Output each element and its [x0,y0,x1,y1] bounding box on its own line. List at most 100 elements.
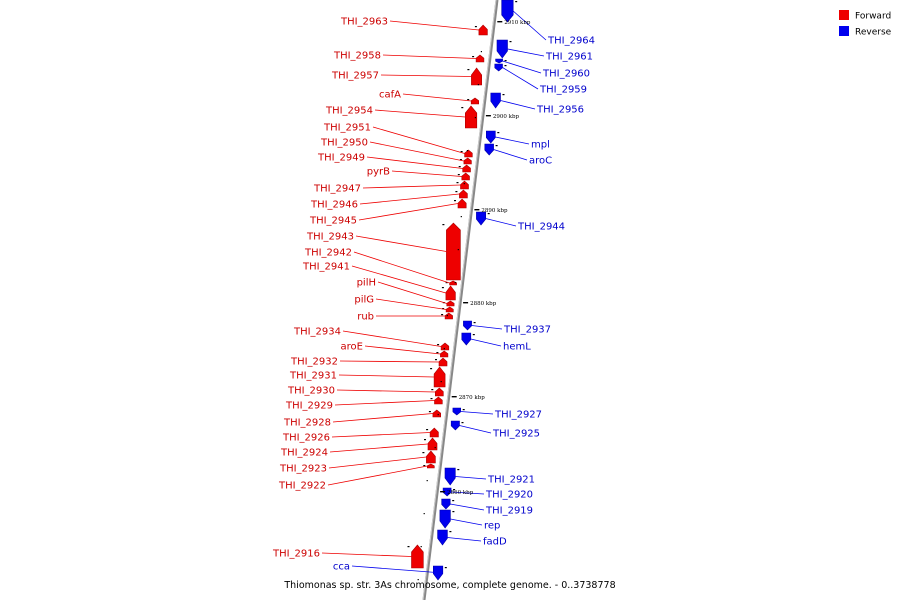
forward-gene-THI_2916[interactable] [412,545,424,568]
forward-gene-THI_2947[interactable] [461,181,469,189]
forward-gene-pilG[interactable] [446,307,453,312]
reverse-gene-THI_2960[interactable] [496,59,503,63]
forward-gene-THI_2922[interactable] [427,464,434,468]
forward-gene-label[interactable]: THI_2932 [290,357,338,368]
forward-gene-label[interactable]: pyrB [367,167,390,178]
forward-gene-THI_2951[interactable] [465,150,473,157]
legend-label: Reverse [855,28,892,38]
reverse-gene-label[interactable]: THI_2959 [539,85,587,96]
forward-gene-label[interactable]: THI_2950 [320,138,368,149]
forward-gene-label[interactable]: rub [357,312,374,323]
scale-tick [463,302,468,303]
forward-gene-label[interactable]: pilG [354,295,374,306]
reverse-gene-label[interactable]: hemL [503,342,531,353]
reverse-gene-label[interactable]: THI_2961 [545,52,593,63]
forward-gene-pyrB[interactable] [462,173,470,180]
reverse-gene-label[interactable]: THI_2964 [547,36,595,47]
forward-gene-THI_2928[interactable] [433,410,441,417]
forward-gene-label[interactable]: aroE [341,342,363,353]
reverse-gene-hemL[interactable] [462,333,471,345]
forward-gene-pilH[interactable] [447,301,454,306]
forward-gene-label[interactable]: THI_2934 [293,327,341,338]
forward-gene-label[interactable]: THI_2916 [272,549,320,560]
forward-gene-label[interactable]: THI_2957 [331,71,379,82]
reverse-gene-aroC[interactable] [485,144,494,155]
scale-tick [497,21,502,22]
forward-gene-label[interactable]: THI_2922 [278,481,326,492]
forward-gene-THI_2929[interactable] [435,397,443,404]
reverse-gene-THI_2961[interactable] [497,40,508,58]
forward-gene-label[interactable]: THI_2954 [325,106,373,117]
reverse-gene-THI_2959[interactable] [495,64,503,71]
forward-gene-label[interactable]: THI_2923 [279,464,327,475]
forward-gene-THI_2930[interactable] [435,388,443,396]
reverse-gene-label[interactable]: THI_2956 [536,105,584,116]
reverse-gene-label[interactable]: THI_2925 [492,429,540,440]
reverse-gene-label[interactable]: aroC [529,156,552,167]
forward-gene-leader [330,444,428,452]
reverse-gene-label[interactable]: THI_2921 [487,475,535,486]
forward-gene-THI_2963[interactable] [479,25,488,35]
forward-gene-label[interactable]: THI_2943 [306,232,354,243]
forward-gene-label[interactable]: THI_2951 [323,123,371,134]
scale-tick-label: 2870 kbp [459,395,486,401]
forward-gene-THI_2932[interactable] [439,358,447,366]
reverse-gene-rep[interactable] [440,510,451,528]
forward-gene-THI_2941[interactable] [446,286,456,300]
reverse-gene-THI_2956[interactable] [491,93,501,108]
reverse-gene-label[interactable]: rep [484,521,500,532]
forward-gene-THI_2926[interactable] [430,428,438,437]
reverse-gene-label[interactable]: THI_2927 [494,410,542,421]
forward-gene-THI_2958[interactable] [476,55,484,62]
reverse-gene-THI_2921[interactable] [445,468,455,485]
forward-gene-label[interactable]: THI_2926 [282,433,330,444]
forward-gene-label[interactable]: pilH [357,278,376,289]
reverse-gene-mpl[interactable] [486,131,495,143]
forward-gene-label[interactable]: THI_2958 [333,51,381,62]
reverse-gene-label[interactable]: THI_2920 [485,490,533,501]
forward-gene-aroE[interactable] [440,351,448,357]
forward-gene-label[interactable]: THI_2945 [309,216,357,227]
forward-gene-leader [332,433,430,438]
forward-gene-label[interactable]: THI_2941 [302,262,350,273]
forward-gene-THI_2950[interactable] [464,158,472,164]
forward-gene-THI_2934[interactable] [441,343,449,350]
reverse-gene-label[interactable]: THI_2937 [503,325,551,336]
forward-gene-leader [340,361,439,362]
forward-gene-THI_2923[interactable] [426,451,435,463]
reverse-gene-leader [450,519,482,525]
reverse-gene-label[interactable]: THI_2944 [517,222,565,233]
forward-gene-rub[interactable] [445,313,453,319]
forward-gene-label[interactable]: THI_2931 [289,371,337,382]
forward-gene-THI_2943[interactable] [446,223,460,280]
forward-gene-label[interactable]: THI_2929 [285,401,333,412]
forward-gene-label[interactable]: THI_2924 [280,448,328,459]
reverse-gene-THI_2919[interactable] [442,499,451,509]
reverse-gene-THI_2964[interactable] [502,0,514,22]
reverse-gene-THI_2927[interactable] [453,408,461,415]
reverse-gene-label[interactable]: THI_2960 [542,69,590,80]
reverse-gene-THI_2925[interactable] [451,421,459,430]
forward-gene-label[interactable]: THI_2942 [304,248,352,259]
legend-swatch-reverse [839,26,849,36]
forward-gene-THI_2945[interactable] [458,199,466,208]
reverse-gene-label[interactable]: mpl [531,140,550,151]
forward-gene-cafA[interactable] [471,98,479,104]
forward-gene-label[interactable]: THI_2963 [340,17,388,28]
forward-gene-label[interactable]: cafA [379,90,401,101]
reverse-gene-fadD[interactable] [438,530,448,545]
forward-gene-label[interactable]: THI_2930 [287,386,335,397]
forward-gene-THI_2949[interactable] [463,165,471,172]
forward-gene-leader [370,142,464,161]
forward-gene-label[interactable]: THI_2946 [310,200,358,211]
reverse-gene-label[interactable]: cca [333,562,350,573]
forward-gene-label[interactable]: THI_2928 [283,418,331,429]
reverse-gene-THI_2937[interactable] [463,321,471,330]
forward-gene-label[interactable]: THI_2947 [313,184,361,195]
forward-gene-THI_2931[interactable] [434,367,445,387]
forward-gene-label[interactable]: THI_2949 [317,153,365,164]
reverse-gene-label[interactable]: THI_2919 [485,506,533,517]
forward-gene-THI_2957[interactable] [471,68,481,85]
forward-gene-THI_2946[interactable] [459,190,467,198]
reverse-gene-label[interactable]: fadD [483,537,507,548]
